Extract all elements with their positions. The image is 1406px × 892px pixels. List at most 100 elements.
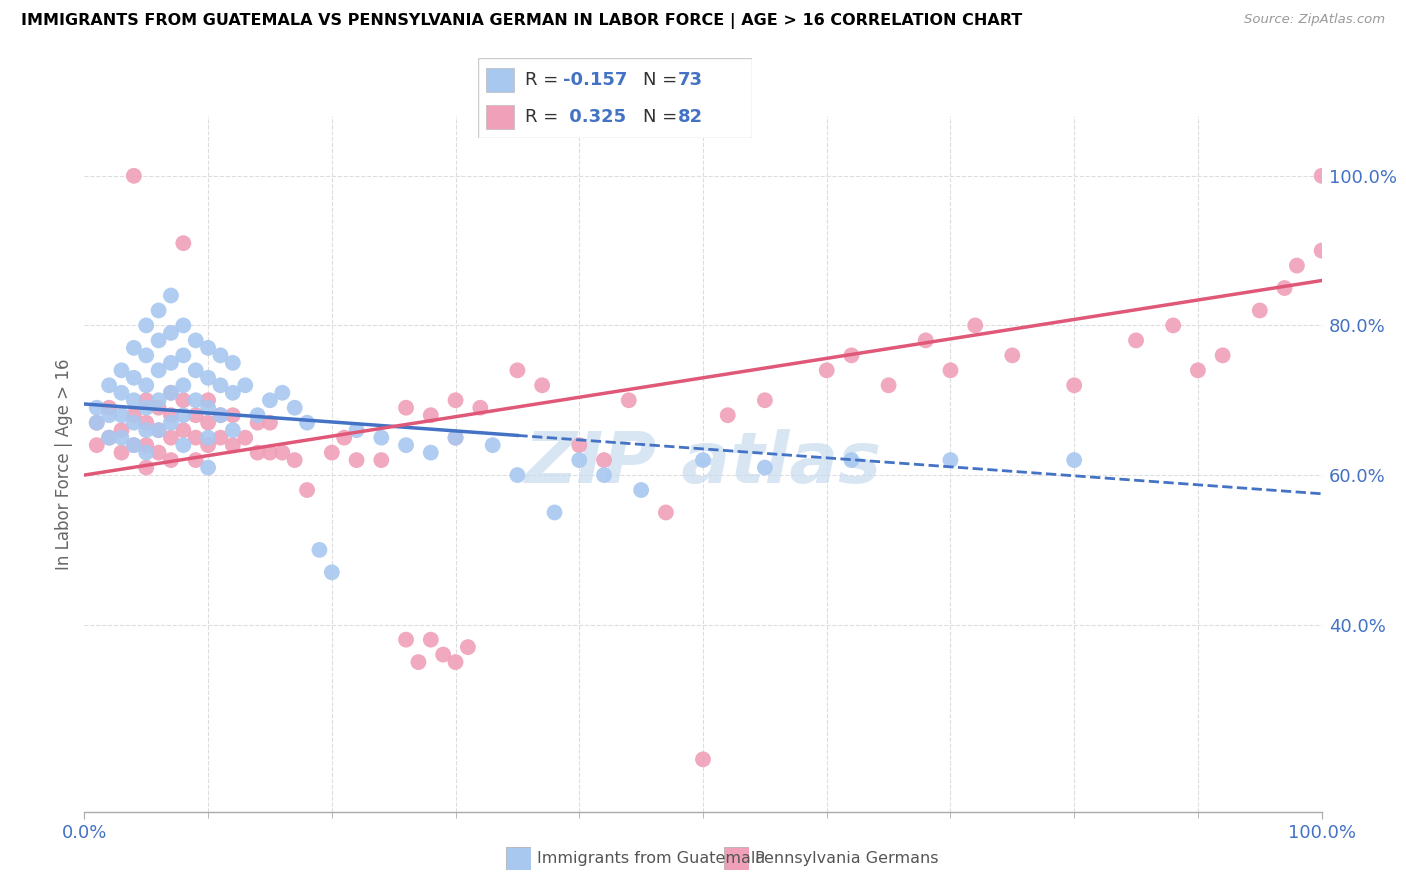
Point bbox=[122, 408, 145, 422]
Y-axis label: In Labor Force | Age > 16: In Labor Force | Age > 16 bbox=[55, 358, 73, 570]
Point bbox=[419, 445, 441, 459]
Point bbox=[593, 468, 616, 483]
Text: ZIP atlas: ZIP atlas bbox=[524, 429, 882, 499]
Point bbox=[877, 378, 900, 392]
Point bbox=[98, 431, 121, 445]
Point bbox=[233, 378, 256, 392]
Point bbox=[209, 431, 232, 445]
Point bbox=[1187, 363, 1209, 377]
Point bbox=[444, 431, 467, 445]
Point bbox=[184, 431, 207, 445]
Point bbox=[135, 348, 157, 362]
Point bbox=[135, 393, 157, 408]
Point bbox=[184, 363, 207, 377]
Point bbox=[135, 378, 157, 392]
Point bbox=[370, 431, 392, 445]
Point bbox=[259, 416, 281, 430]
Point bbox=[395, 401, 418, 415]
Point bbox=[222, 408, 245, 422]
Point bbox=[1285, 259, 1308, 273]
Point bbox=[1212, 348, 1234, 362]
Point bbox=[271, 445, 294, 459]
Point bbox=[333, 431, 356, 445]
Point bbox=[444, 655, 467, 669]
Point bbox=[246, 416, 269, 430]
Point bbox=[841, 348, 863, 362]
Point bbox=[457, 640, 479, 654]
Point bbox=[135, 401, 157, 415]
Bar bbox=[486, 104, 513, 128]
Point bbox=[395, 632, 418, 647]
Point bbox=[419, 408, 441, 422]
Point bbox=[209, 408, 232, 422]
Point bbox=[172, 423, 194, 437]
Point bbox=[593, 453, 616, 467]
Point bbox=[160, 431, 183, 445]
Point bbox=[172, 378, 194, 392]
Point bbox=[86, 416, 108, 430]
Point bbox=[172, 236, 194, 251]
Text: N =: N = bbox=[643, 108, 682, 126]
Point bbox=[222, 356, 245, 370]
Point bbox=[222, 385, 245, 400]
Point bbox=[184, 408, 207, 422]
Point bbox=[246, 445, 269, 459]
Point bbox=[841, 453, 863, 467]
Point bbox=[754, 460, 776, 475]
Point bbox=[717, 408, 740, 422]
Point bbox=[543, 506, 565, 520]
Text: Immigrants from Guatemala: Immigrants from Guatemala bbox=[537, 852, 765, 866]
Point bbox=[419, 632, 441, 647]
Point bbox=[122, 438, 145, 452]
Point bbox=[481, 438, 503, 452]
Point bbox=[346, 423, 368, 437]
Point bbox=[1063, 378, 1085, 392]
Point bbox=[444, 393, 467, 408]
Point bbox=[1310, 244, 1333, 258]
Point bbox=[295, 416, 318, 430]
Point bbox=[1310, 169, 1333, 183]
Point bbox=[122, 416, 145, 430]
Point bbox=[172, 438, 194, 452]
Point bbox=[197, 460, 219, 475]
Point bbox=[172, 348, 194, 362]
Point bbox=[172, 393, 194, 408]
Point bbox=[655, 506, 678, 520]
Point bbox=[395, 438, 418, 452]
Bar bbox=[486, 68, 513, 92]
Point bbox=[135, 423, 157, 437]
Point bbox=[914, 334, 936, 348]
Point bbox=[148, 401, 170, 415]
Point bbox=[259, 445, 281, 459]
Point bbox=[148, 445, 170, 459]
Point bbox=[754, 393, 776, 408]
Point bbox=[965, 318, 987, 333]
Point bbox=[148, 334, 170, 348]
Point bbox=[568, 453, 591, 467]
Point bbox=[135, 460, 157, 475]
Point bbox=[531, 378, 554, 392]
Point bbox=[197, 371, 219, 385]
Point bbox=[284, 453, 307, 467]
Point bbox=[1161, 318, 1184, 333]
Point bbox=[222, 423, 245, 437]
Point bbox=[122, 169, 145, 183]
Point bbox=[122, 393, 145, 408]
Point bbox=[432, 648, 454, 662]
Point bbox=[184, 334, 207, 348]
Text: IMMIGRANTS FROM GUATEMALA VS PENNSYLVANIA GERMAN IN LABOR FORCE | AGE > 16 CORRE: IMMIGRANTS FROM GUATEMALA VS PENNSYLVANI… bbox=[21, 13, 1022, 29]
Point bbox=[160, 385, 183, 400]
Point bbox=[160, 385, 183, 400]
Point bbox=[197, 416, 219, 430]
Point bbox=[160, 288, 183, 302]
Point bbox=[197, 401, 219, 415]
Point bbox=[233, 431, 256, 445]
Text: R =: R = bbox=[524, 108, 564, 126]
Point bbox=[110, 445, 132, 459]
Point bbox=[148, 393, 170, 408]
Point bbox=[110, 408, 132, 422]
Point bbox=[209, 408, 232, 422]
Point bbox=[506, 468, 529, 483]
Point bbox=[110, 423, 132, 437]
Point bbox=[148, 303, 170, 318]
